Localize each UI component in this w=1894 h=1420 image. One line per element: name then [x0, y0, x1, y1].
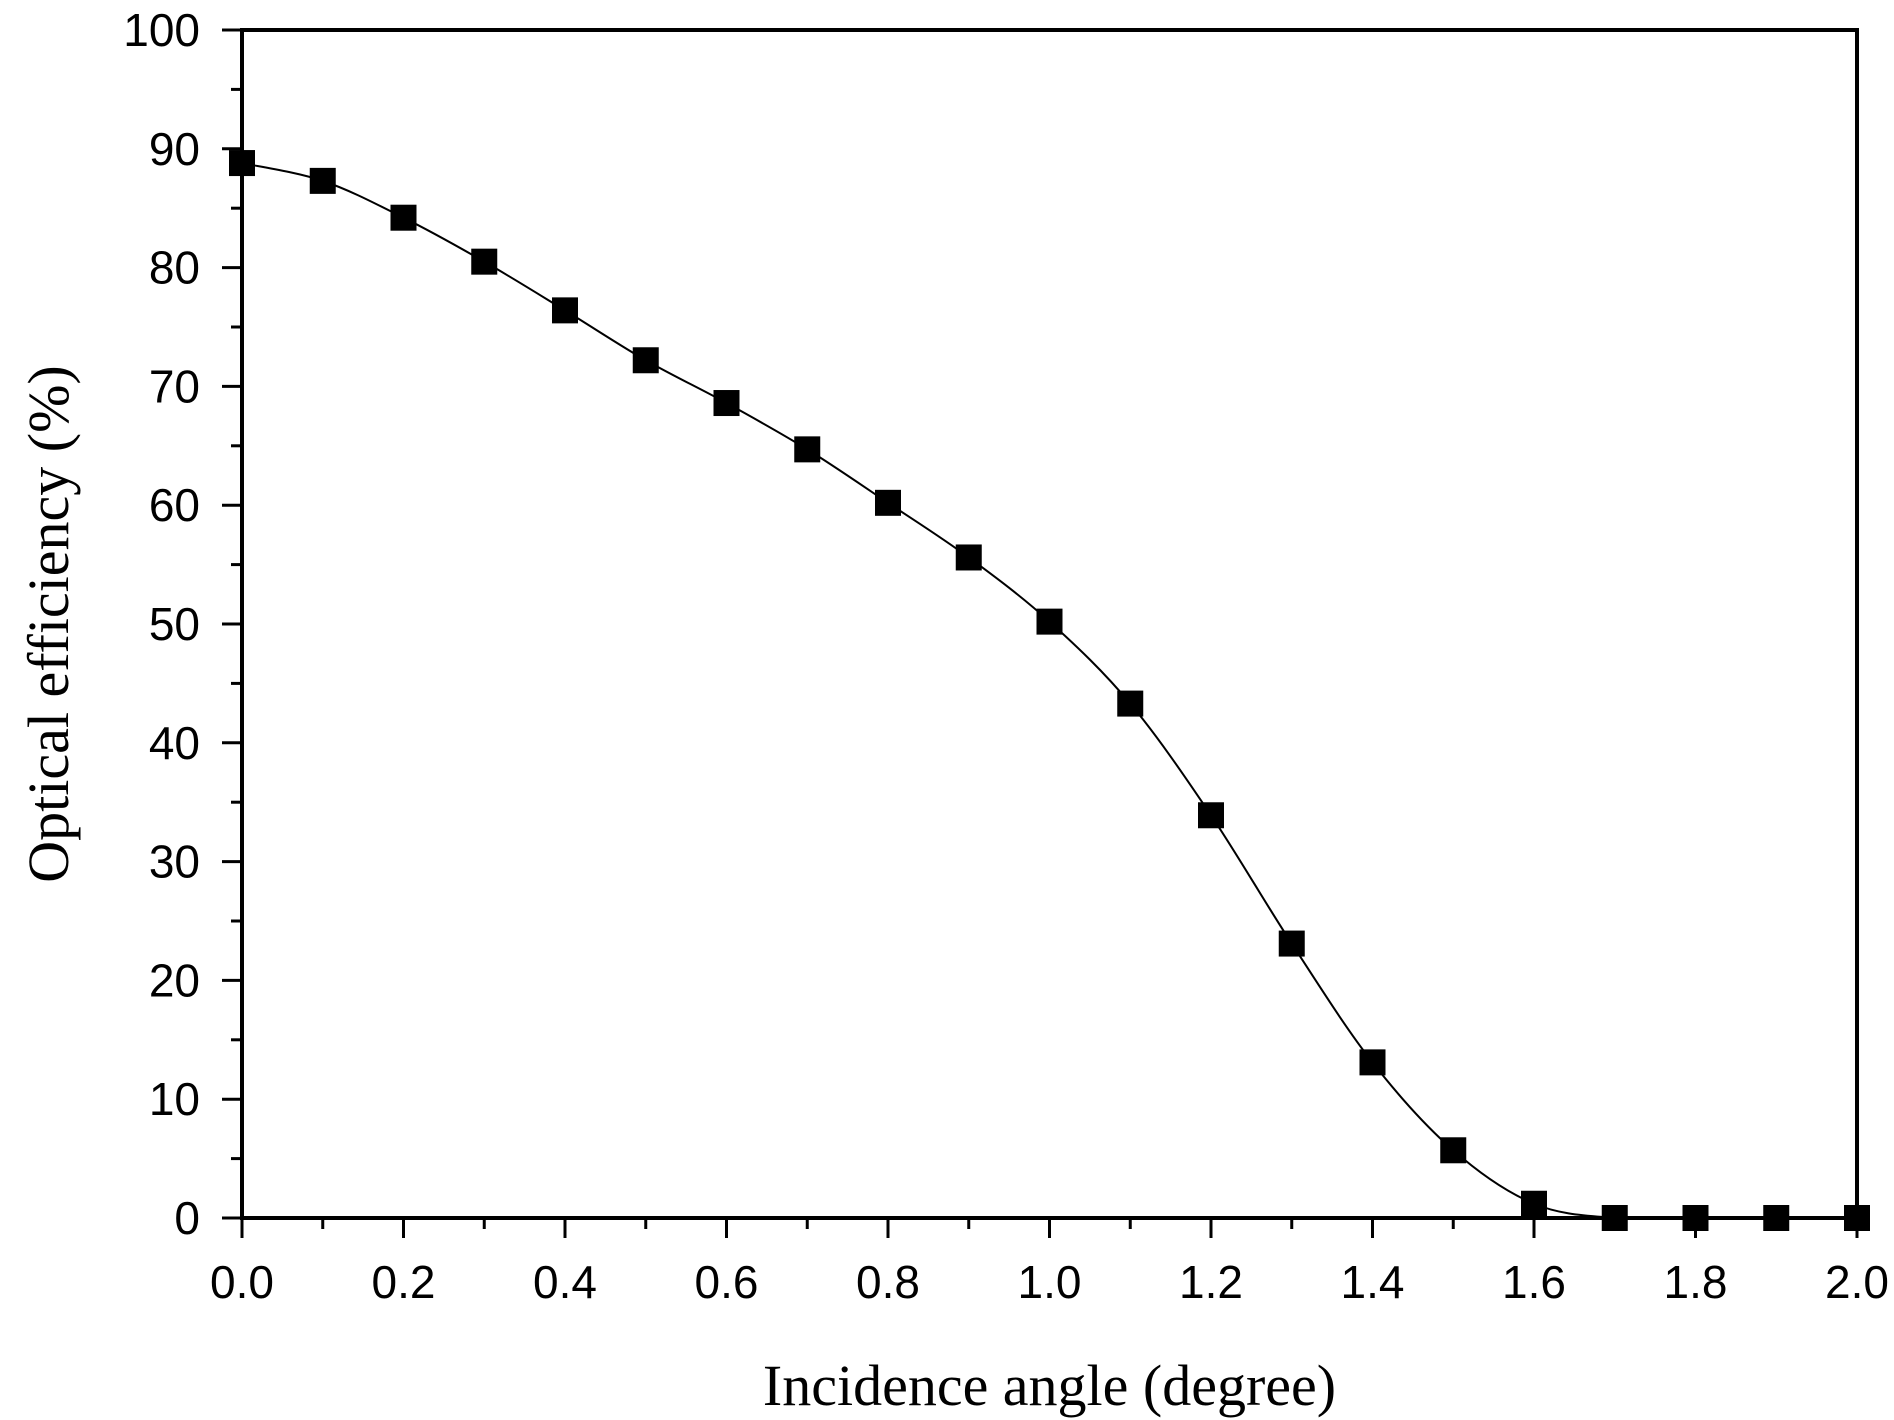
data-point-marker [1036, 608, 1063, 635]
data-point-marker [390, 204, 417, 231]
data-point-marker [1117, 690, 1144, 717]
x-tick-label: 1.8 [1664, 1256, 1728, 1308]
x-tick-label: 0.0 [210, 1256, 274, 1308]
x-tick-label: 1.0 [1018, 1256, 1082, 1308]
x-tick-label: 2.0 [1825, 1256, 1889, 1308]
data-point-marker [1198, 802, 1224, 829]
y-tick-label: 90 [149, 123, 200, 175]
data-point-marker [713, 390, 740, 417]
x-tick-label: 0.4 [533, 1256, 597, 1308]
y-tick-label: 20 [149, 954, 200, 1006]
y-tick-label: 0 [174, 1192, 200, 1244]
data-point-marker [1440, 1137, 1467, 1164]
y-tick-label: 30 [149, 836, 200, 888]
data-point-marker [1521, 1190, 1547, 1217]
x-axis-label: Incidence angle (degree) [763, 1353, 1336, 1418]
y-axis-label: Optical efficiency (%) [16, 365, 81, 882]
data-point-marker [1278, 930, 1305, 957]
y-tick-label: 40 [149, 717, 200, 769]
plot-frame [240, 28, 1859, 1220]
data-point-marker [471, 248, 498, 275]
x-tick-label: 0.8 [856, 1256, 920, 1308]
x-tick-label: 1.6 [1502, 1256, 1566, 1308]
y-tick-label: 80 [149, 242, 200, 294]
x-tick-label: 1.2 [1179, 1256, 1243, 1308]
y-tick-label: 70 [149, 360, 200, 412]
data-point-marker [309, 167, 336, 194]
data-point-marker [794, 436, 821, 463]
data-point-marker [632, 347, 659, 374]
data-point-marker [1359, 1049, 1386, 1076]
y-tick-label: 10 [149, 1073, 200, 1125]
x-tick-label: 0.6 [695, 1256, 759, 1308]
data-point-marker [875, 489, 901, 516]
tick-labels: 0.0 0.2 0.4 0.6 0.8 1.0 1.2 1.4 1.6 1.8 2.0 0 10 20 30… [123, 4, 1889, 1308]
x-tick-label: 0.2 [372, 1256, 436, 1308]
y-tick-label: 100 [123, 4, 200, 56]
y-tick-label: 50 [149, 598, 200, 650]
data-point-marker [552, 297, 578, 324]
data-point-marker [955, 544, 982, 571]
x-tick-label: 1.4 [1341, 1256, 1405, 1308]
series-line [241, 162, 1857, 1221]
series-group [229, 150, 1870, 1231]
y-tick-label: 60 [149, 479, 200, 531]
